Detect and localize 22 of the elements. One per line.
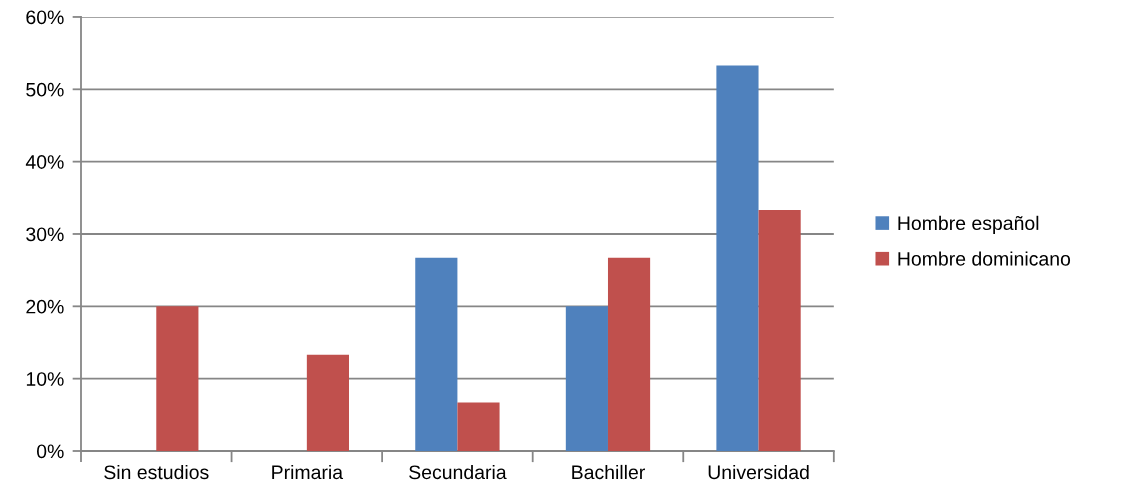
y-tick-label: 10% <box>26 372 64 386</box>
x-tick-label: Bachiller <box>572 464 645 480</box>
y-tick-label: 30% <box>26 227 64 242</box>
x-tick-label: Sin estudios <box>104 464 209 480</box>
bar <box>306 354 349 451</box>
bar <box>565 306 608 451</box>
y-tick-label: 50% <box>26 82 64 97</box>
bar <box>156 306 199 451</box>
x-tick-label: Primaria <box>272 464 344 480</box>
bar <box>716 65 759 451</box>
bar <box>457 402 500 451</box>
bar <box>607 257 651 451</box>
bar <box>758 210 801 451</box>
y-tick-label: 60% <box>26 10 64 25</box>
y-tick-label: 0% <box>36 444 64 459</box>
y-tick-label: 20% <box>26 299 64 314</box>
legend-label: Hombre español <box>898 215 1039 234</box>
legend-label: Hombre dominicano <box>898 251 1071 266</box>
bar <box>415 257 458 451</box>
y-tick-label: 40% <box>25 155 64 169</box>
x-tick-label: Secundaria <box>409 464 507 480</box>
x-tick-label: Universidad <box>708 464 809 480</box>
